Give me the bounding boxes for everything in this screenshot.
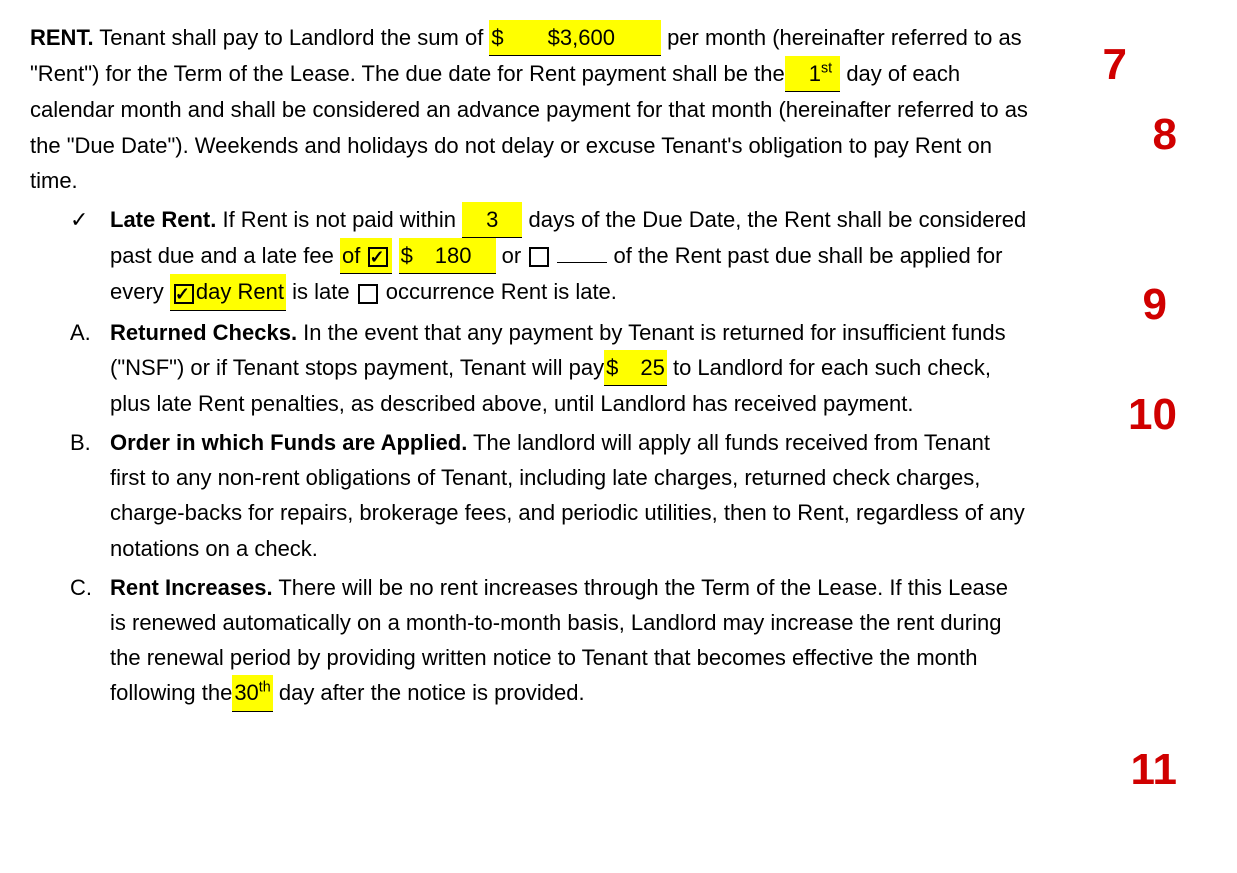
late-t3: or (496, 243, 528, 268)
returned-heading: Returned Checks. (110, 320, 297, 345)
late-heading: Late Rent. (110, 207, 216, 232)
late-t5: is late (286, 279, 356, 304)
checkbox-fee-dollar[interactable] (368, 247, 388, 267)
late-of-text: of (342, 243, 366, 268)
late-rent-body: Late Rent. If Rent is not paid within 3 … (110, 202, 1030, 311)
late-dayrent-hl: day Rent (170, 274, 286, 310)
late-percent-blank (557, 240, 607, 263)
order-heading: Order in which Funds are Applied. (110, 430, 467, 455)
marker-b: B. (70, 425, 110, 566)
returned-checks-item: A. Returned Checks. In the event that an… (70, 315, 1030, 422)
returned-body: Returned Checks. In the event that any p… (110, 315, 1030, 422)
checkbox-per-day[interactable] (174, 284, 194, 304)
late-t1: If Rent is not paid within (216, 207, 462, 232)
rent-due-day-num: 1 (787, 61, 821, 86)
annotation-10: 10 (1128, 380, 1177, 450)
annotation-8: 8 (1153, 100, 1177, 170)
increase-day-num: 30 (234, 680, 258, 705)
rent-due-day-suffix: st (821, 61, 832, 77)
increase-t2: day after the notice is provided. (273, 680, 585, 705)
order-body: Order in which Funds are Applied. The la… (110, 425, 1030, 566)
increase-heading: Rent Increases. (110, 575, 273, 600)
rent-increases-item: C. Rent Increases. There will be no rent… (70, 570, 1030, 712)
increase-day-suffix: th (259, 680, 271, 696)
marker-a: A. (70, 315, 110, 422)
late-t6: occurrence Rent is late. (380, 279, 617, 304)
checkbox-per-occurrence[interactable] (358, 284, 378, 304)
late-fee-field: $ 180 (399, 238, 496, 274)
rent-due-day-field: 1st (785, 56, 841, 92)
late-of-hl: of (340, 238, 392, 274)
annotation-11: 11 (1130, 735, 1177, 805)
rent-heading: RENT. (30, 25, 94, 50)
late-dayrent-text: day Rent (196, 279, 284, 304)
late-days-field: 3 (462, 202, 522, 238)
marker-c: C. (70, 570, 110, 712)
annotation-7: 7 (1103, 30, 1127, 100)
checkmark-bullet-icon (70, 202, 110, 311)
checkbox-fee-percent[interactable] (529, 247, 549, 267)
late-rent-item: Late Rent. If Rent is not paid within 3 … (70, 202, 1030, 311)
returned-nsf-field: $ 25 (604, 350, 667, 386)
rent-section: RENT. Tenant shall pay to Landlord the s… (30, 20, 1030, 712)
rent-paragraph: RENT. Tenant shall pay to Landlord the s… (30, 20, 1030, 198)
annotation-9: 9 (1143, 270, 1167, 340)
increase-day-field: 30th (232, 675, 272, 711)
rent-amount-field: $ $3,600 (489, 20, 661, 56)
sublist: Late Rent. If Rent is not paid within 3 … (70, 202, 1030, 712)
order-funds-item: B. Order in which Funds are Applied. The… (70, 425, 1030, 566)
rent-t1: Tenant shall pay to Landlord the sum of (94, 25, 490, 50)
increase-body: Rent Increases. There will be no rent in… (110, 570, 1030, 712)
